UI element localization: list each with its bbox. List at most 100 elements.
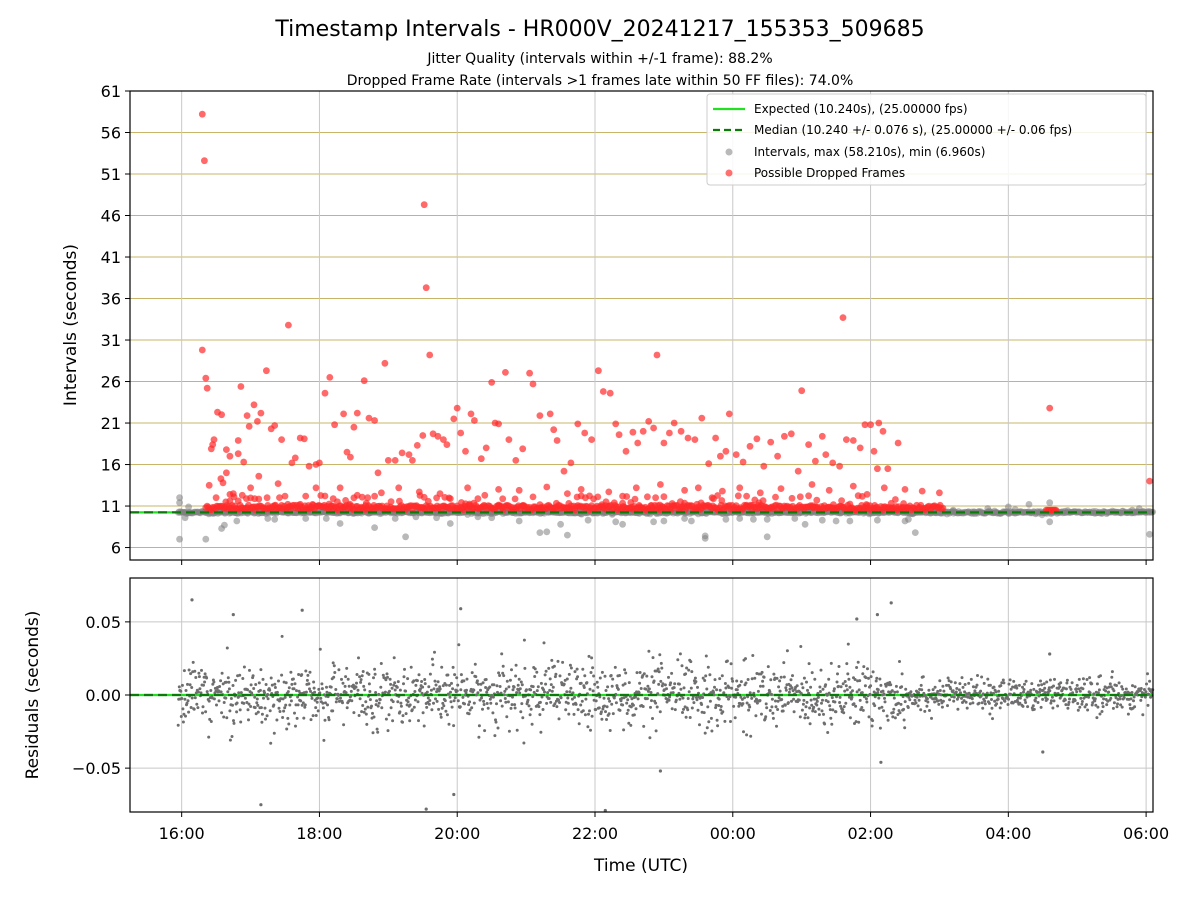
residual-point (1143, 695, 1147, 699)
residual-point (414, 683, 418, 687)
residual-point (535, 689, 539, 693)
x-axis-label: Time (UTC) (593, 856, 688, 876)
residual-point (383, 690, 387, 694)
residual-point (237, 691, 241, 695)
dropped-frame-point (450, 415, 458, 423)
residual-point (266, 697, 270, 701)
residual-point (732, 704, 736, 708)
residual-point (873, 704, 877, 708)
residual-point (512, 685, 516, 689)
residual-point (866, 667, 869, 671)
residual-point (434, 697, 437, 701)
residual-point (778, 679, 782, 683)
dropped-frame-point (777, 485, 785, 492)
interval-point (801, 520, 809, 528)
residual-point (459, 688, 463, 692)
dropped-frame-point (901, 486, 909, 493)
residual-point (503, 697, 507, 700)
residual-point (860, 706, 864, 709)
residual-point (412, 679, 416, 683)
residual-point (1030, 682, 1034, 686)
residual-point (893, 716, 897, 720)
residual-point (1087, 695, 1091, 699)
residual-point (410, 708, 414, 712)
dropped-frame-point (210, 436, 218, 443)
residual-point (576, 708, 580, 712)
residual-point (1121, 687, 1125, 691)
residual-point (748, 705, 752, 709)
residual-point (983, 699, 987, 703)
residual-point (754, 714, 758, 718)
dropped-frame-point (453, 404, 461, 412)
residual-point (585, 681, 589, 685)
dropped-frame-point (420, 201, 428, 209)
residual-point (295, 716, 299, 720)
residual-point (682, 707, 685, 711)
residual-point (443, 699, 447, 703)
residual-point (207, 735, 211, 739)
residual-point (680, 664, 684, 668)
residual-point (1018, 701, 1022, 705)
residual-point (190, 686, 194, 689)
residual-point (1059, 681, 1063, 685)
residual-point (603, 704, 606, 708)
residual-point (517, 677, 521, 681)
residual-point (632, 713, 636, 717)
residual-point (334, 688, 338, 691)
residual-point (599, 710, 603, 714)
residual-point (373, 672, 377, 676)
residual-point (692, 701, 696, 705)
interval-point (433, 514, 440, 522)
residual-point (667, 698, 671, 702)
residual-point (1133, 705, 1137, 709)
residual-point (501, 671, 505, 675)
residual-point (180, 683, 184, 687)
residual-point (860, 691, 864, 695)
dropped-frame-point (391, 457, 399, 464)
residual-point (698, 723, 701, 727)
top-y-tick-label: 11 (101, 497, 121, 516)
bottom-x-tick-label: 02:00 (848, 824, 894, 843)
residual-point (204, 710, 208, 714)
residual-point (544, 669, 548, 673)
residual-point (190, 598, 194, 602)
residual-point (377, 701, 381, 705)
residual-point (413, 690, 417, 693)
residual-point (467, 703, 471, 707)
dropped-frame-point (467, 410, 475, 418)
residual-point (902, 718, 906, 722)
residual-point (1012, 679, 1016, 683)
residual-point (251, 674, 255, 678)
residual-point (831, 708, 835, 712)
residual-point (1111, 706, 1115, 710)
residual-point (808, 706, 812, 710)
interval-point (202, 535, 210, 543)
residual-point (477, 724, 481, 728)
residual-point (539, 681, 543, 685)
dropped-frame-point (900, 500, 907, 507)
residual-point (618, 708, 622, 712)
residual-point (717, 697, 721, 701)
residual-point (207, 699, 211, 703)
residual-point (475, 679, 479, 683)
residual-point (407, 696, 411, 700)
residual-point (821, 687, 825, 691)
residual-point (308, 670, 312, 674)
legend-dropped-swatch (725, 169, 733, 177)
residual-point (681, 711, 684, 714)
residual-point (807, 662, 811, 666)
residual-point (682, 686, 686, 690)
residual-point (756, 689, 760, 693)
interval-point (1004, 503, 1012, 511)
residual-point (318, 691, 322, 695)
residual-point (1142, 688, 1146, 691)
residual-point (481, 681, 485, 685)
residual-point (875, 613, 880, 617)
residual-point (1053, 677, 1056, 681)
residual-point (997, 689, 1001, 693)
residual-point (879, 760, 883, 764)
residual-point (1098, 712, 1102, 716)
residual-point (1001, 678, 1005, 682)
residual-point (385, 672, 389, 676)
dropped-frame-point (767, 438, 775, 446)
